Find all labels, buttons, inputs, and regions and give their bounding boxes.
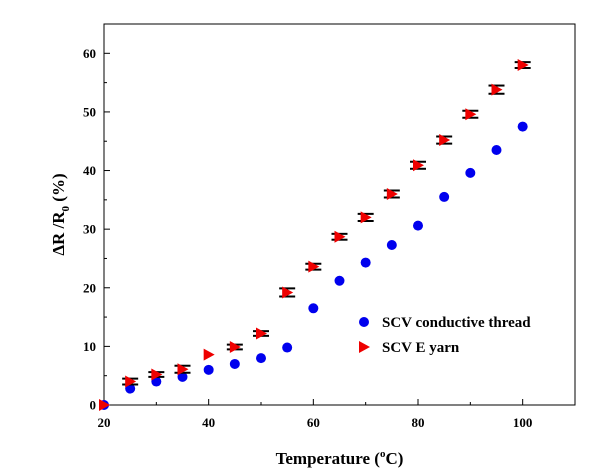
y-axis-ticks: 0 10 20 30 40 50 60: [83, 23, 110, 413]
legend: SCV conductive thread SCV E yarn: [359, 315, 531, 356]
y-tick-label: 10: [83, 339, 96, 354]
thread-point: [386, 239, 397, 250]
eyarn-point: [282, 286, 294, 299]
y-tick-label: 0: [90, 398, 97, 413]
y-tick-label: 20: [83, 280, 96, 295]
x-tick-label: 40: [202, 415, 215, 430]
y-tick-label: 30: [83, 222, 96, 237]
thread-point: [308, 303, 319, 314]
eyarn-point: [491, 83, 503, 96]
eyarn-point: [308, 260, 320, 273]
eyarn-point: [517, 59, 529, 72]
thread-point: [229, 358, 240, 369]
eyarn-point: [229, 340, 241, 353]
eyarn-point: [99, 399, 110, 411]
thread-point: [360, 257, 371, 268]
legend-marker-thread: [359, 317, 369, 327]
thread-point: [334, 275, 345, 286]
thread-point: [256, 353, 266, 364]
x-tick-label: 100: [513, 415, 533, 430]
plot-frame: [103, 23, 576, 406]
legend-label-eyarn: SCV E yarn: [382, 340, 460, 356]
y-axis-title: ΔR /R0 (%): [49, 173, 72, 255]
eyarn-point: [413, 159, 424, 172]
thread-point: [439, 191, 450, 202]
eyarn-point: [334, 230, 346, 243]
thread-point: [517, 121, 528, 132]
eyarn-point: [151, 368, 163, 381]
x-tick-label: 20: [98, 415, 111, 430]
eyarn-point: [125, 375, 137, 388]
data-points: [99, 59, 531, 411]
y-tick-label: 40: [83, 163, 96, 178]
eyarn-point: [360, 211, 372, 224]
y-tick-label: 50: [83, 104, 96, 119]
thread-point: [282, 342, 293, 353]
thread-point: [491, 145, 502, 156]
x-tick-label: 60: [307, 415, 320, 430]
thread-point: [465, 167, 476, 178]
eyarn-point: [203, 348, 215, 361]
x-tick-label: 80: [412, 415, 425, 430]
thread-point: [413, 220, 423, 231]
eyarn-point: [177, 363, 189, 376]
eyarn-point: [465, 108, 477, 121]
legend-marker-eyarn: [359, 341, 370, 353]
x-axis-title: Temperature (oC): [276, 448, 404, 468]
eyarn-point: [256, 327, 267, 340]
y-tick-label: 60: [83, 46, 96, 61]
eyarn-point: [439, 134, 451, 147]
x-axis-ticks: 20 40 60 80 100: [98, 399, 576, 430]
eyarn-point: [386, 187, 398, 200]
thread-point: [177, 371, 188, 382]
thread-point: [203, 364, 214, 375]
legend-label-thread: SCV conductive thread: [382, 315, 531, 331]
